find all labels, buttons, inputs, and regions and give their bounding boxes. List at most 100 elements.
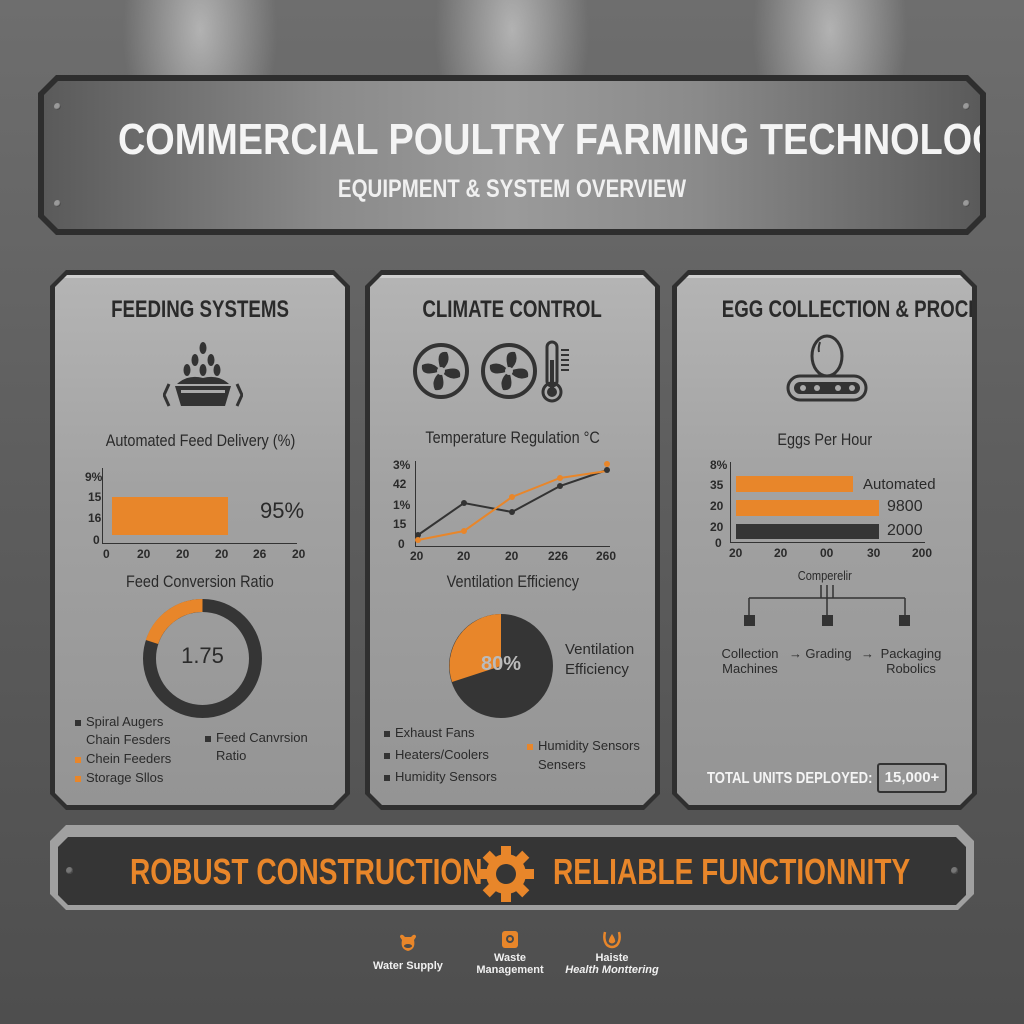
flow-step-collection: Collection Machines (721, 646, 779, 676)
x-tick: 20 (410, 549, 424, 563)
footer-item-water-supply: Water Supply (353, 932, 463, 972)
y-tick: 15 (393, 517, 407, 531)
rivet (963, 103, 970, 110)
x-tick: 20 (292, 547, 306, 561)
feed-conversion-value: 1.75 (181, 643, 224, 668)
panel-title: FEEDING SYSTEMS (111, 296, 289, 323)
legend-item: Ratio (216, 748, 247, 763)
feed-delivery-bar-chart: 9% 15 16 0 95% 0 20 20 20 26 20 (55, 463, 345, 558)
banner-right-text: RELIABLE FUNCTIONNITY (553, 851, 911, 892)
y-tick: 15 (88, 490, 102, 504)
rivet (54, 103, 61, 110)
y-tick: 16 (88, 511, 102, 525)
panel-feeding-systems: FEEDING SYSTEMS Automated Feed Delivery … (50, 270, 350, 810)
ventilation-pie (449, 614, 553, 718)
pie-side-label: Efficiency (565, 661, 629, 678)
egg-conveyor-icon (782, 330, 872, 408)
banner-plate: ROBUST CONSTRUCTION RELIABLE FUNCTIONNIT… (50, 825, 974, 910)
header-plate: COMMERCIAL POULTRY FARMING TECHNOLOGY EQ… (38, 75, 986, 235)
x-tick: 30 (867, 546, 881, 560)
x-tick: 00 (820, 546, 834, 560)
feed-delivery-value: 95% (260, 498, 305, 523)
temperature-line-chart: 3% 42 1% 15 0 20 20 20 226 260 (370, 456, 660, 556)
x-tick: 260 (596, 549, 617, 563)
legend-item: Heaters/Coolers (384, 747, 489, 762)
legend-item: Spiral Augers (75, 714, 163, 729)
ventilation-value: 80% (480, 653, 522, 675)
chart-label-eggs-per-hour: Eggs Per Hour (777, 430, 872, 449)
flow-step-grading: Grading (805, 646, 852, 661)
x-tick: 20 (457, 549, 471, 563)
footer-item-health-monitoring: Haiste Health Monttering (557, 928, 667, 976)
legend-item: Storage Sllos (75, 770, 163, 785)
y-tick: 0 (93, 533, 100, 547)
flow-title: Comperelir (797, 568, 852, 583)
y-tick: 0 (715, 536, 722, 550)
page-title: COMMERCIAL POULTRY FARMING TECHNOLOGY (117, 115, 1024, 164)
legend-item: Exhaust Fans (384, 725, 475, 740)
x-tick: 20 (774, 546, 788, 560)
health-monitoring-icon (603, 931, 621, 949)
x-tick: 0 (103, 547, 110, 561)
x-tick: 20 (176, 547, 190, 561)
total-units-label: TOTAL UNITS DEPLOYED: (707, 770, 873, 787)
eggs-per-hour-bar-chart: 8% 35 20 20 0 Automated 9800 2000 20 20 … (677, 458, 977, 558)
legend-item: Feed Canvrsion (205, 730, 308, 745)
panel-title: EGG COLLECTION & PROCESSING (721, 296, 1024, 323)
panel-title: CLIMATE CONTROL (422, 296, 603, 323)
x-tick: 20 (137, 547, 151, 561)
x-tick: 200 (912, 546, 933, 560)
chart-label-ventilation: Ventilation Efficiency (446, 572, 579, 591)
feed-delivery-bar (112, 497, 228, 535)
feed-trough-icon (163, 340, 243, 412)
fan-icon (412, 342, 470, 400)
page-subtitle: EQUIPMENT & SYSTEM OVERVIEW (337, 175, 687, 203)
x-tick: 20 (729, 546, 743, 560)
fan-icon (480, 342, 538, 400)
x-tick: 226 (548, 549, 569, 563)
legend-item: Humidity Sensors (527, 738, 640, 753)
line-series (370, 456, 660, 556)
flow-step-packaging: Packaging Robolics (880, 646, 942, 676)
y-tick: 20 (710, 520, 724, 534)
chart-label-temperature: Temperature Regulation °C (425, 428, 600, 447)
waste-management-icon (502, 931, 518, 948)
y-tick: 42 (393, 477, 407, 491)
thermometer-icon (541, 340, 573, 404)
rivet (963, 200, 970, 207)
total-units-badge: 15,000+ (877, 763, 947, 793)
flow-connectors (677, 583, 977, 633)
y-tick: 9% (85, 470, 103, 484)
y-tick: 1% (393, 498, 411, 512)
panel-climate-control: CLIMATE CONTROL Temperature Regulation °… (365, 270, 660, 810)
eggs-bar (736, 476, 853, 492)
x-axis (102, 543, 297, 544)
legend-item: Sensers (538, 757, 586, 772)
x-tick: 20 (505, 549, 519, 563)
chart-label-feed-conversion: Feed Conversion Ratio (126, 572, 274, 591)
y-tick: 0 (398, 537, 405, 551)
x-tick: 20 (215, 547, 229, 561)
y-tick: 8% (710, 458, 728, 472)
flow-arrow-icon: → (861, 646, 874, 661)
x-tick: 26 (253, 547, 267, 561)
feed-conversion-donut (140, 596, 265, 721)
eggs-bar (736, 500, 879, 516)
bar-label: Automated (863, 476, 936, 493)
y-tick: 3% (393, 458, 411, 472)
footer-item-waste-management: Waste Management (455, 928, 565, 976)
legend-item: Humidity Sensors (384, 769, 497, 784)
legend-item: Chain Fesders (86, 732, 171, 747)
rivet (54, 200, 61, 207)
header-inner: COMMERCIAL POULTRY FARMING TECHNOLOGY EQ… (44, 81, 980, 229)
water-supply-icon (400, 934, 416, 951)
panel-egg-collection: EGG COLLECTION & PROCESSING Eggs Per Hou… (672, 270, 977, 810)
pie-side-label: Ventilation (565, 641, 635, 658)
y-axis (102, 468, 103, 543)
eggs-bar (736, 524, 879, 539)
legend-item: Chein Feeders (75, 751, 171, 766)
bar-label: 9800 (887, 498, 923, 515)
banner-left-text: ROBUST CONSTRUCTION (130, 851, 483, 892)
chart-label-feed-delivery: Automated Feed Delivery (%) (105, 431, 295, 450)
y-tick: 35 (710, 478, 724, 492)
